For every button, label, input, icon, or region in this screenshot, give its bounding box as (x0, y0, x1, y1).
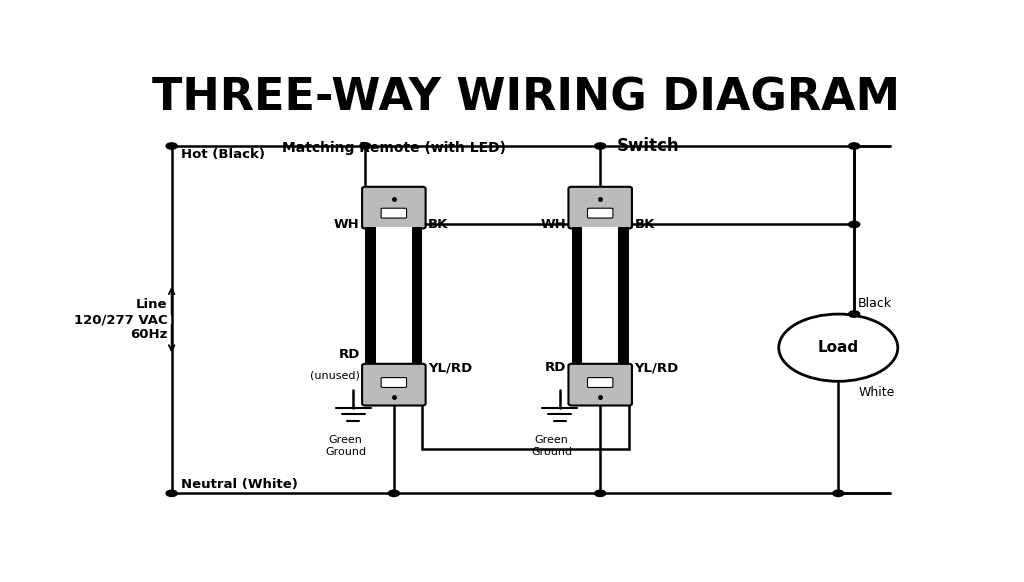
Bar (376, 227, 412, 365)
Text: BK: BK (428, 218, 449, 231)
Text: (unused): (unused) (310, 370, 359, 380)
Text: Line
120/277 VAC
60Hz: Line 120/277 VAC 60Hz (74, 298, 168, 341)
Text: RD: RD (545, 361, 566, 374)
Text: Green
Ground: Green Ground (531, 435, 572, 457)
FancyBboxPatch shape (588, 378, 613, 388)
Circle shape (849, 221, 860, 228)
Text: BK: BK (634, 218, 654, 231)
Text: Load: Load (818, 340, 859, 355)
FancyBboxPatch shape (381, 378, 407, 388)
Bar (579, 225, 622, 368)
Circle shape (595, 490, 606, 496)
Text: RD: RD (338, 348, 359, 361)
Circle shape (359, 143, 371, 149)
FancyBboxPatch shape (362, 364, 426, 406)
Circle shape (849, 311, 860, 317)
Text: WH: WH (334, 218, 359, 231)
Text: Neutral (White): Neutral (White) (181, 478, 298, 491)
Bar (571, 227, 583, 365)
Text: Black: Black (858, 297, 892, 310)
FancyBboxPatch shape (381, 208, 407, 218)
Circle shape (595, 143, 606, 149)
FancyBboxPatch shape (588, 208, 613, 218)
FancyBboxPatch shape (568, 187, 632, 229)
Bar (412, 227, 423, 365)
Text: Switch: Switch (616, 137, 679, 155)
Bar (583, 227, 617, 365)
Text: Green
Ground: Green Ground (325, 435, 366, 457)
Circle shape (849, 143, 860, 149)
Text: YL/RD: YL/RD (428, 361, 472, 374)
Text: White: White (858, 386, 895, 399)
Bar (372, 225, 416, 368)
Circle shape (388, 490, 399, 496)
FancyBboxPatch shape (362, 187, 426, 229)
Bar (617, 227, 629, 365)
Text: Matching Remote (with LED): Matching Remote (with LED) (282, 141, 506, 155)
FancyBboxPatch shape (568, 364, 632, 406)
Text: Hot (Black): Hot (Black) (181, 148, 265, 161)
Bar (366, 227, 376, 365)
Text: YL/RD: YL/RD (634, 361, 679, 374)
Circle shape (166, 143, 177, 149)
Text: WH: WH (541, 218, 566, 231)
Circle shape (166, 490, 177, 496)
Circle shape (779, 314, 898, 381)
Circle shape (833, 490, 844, 496)
Text: THREE-WAY WIRING DIAGRAM: THREE-WAY WIRING DIAGRAM (152, 77, 900, 119)
